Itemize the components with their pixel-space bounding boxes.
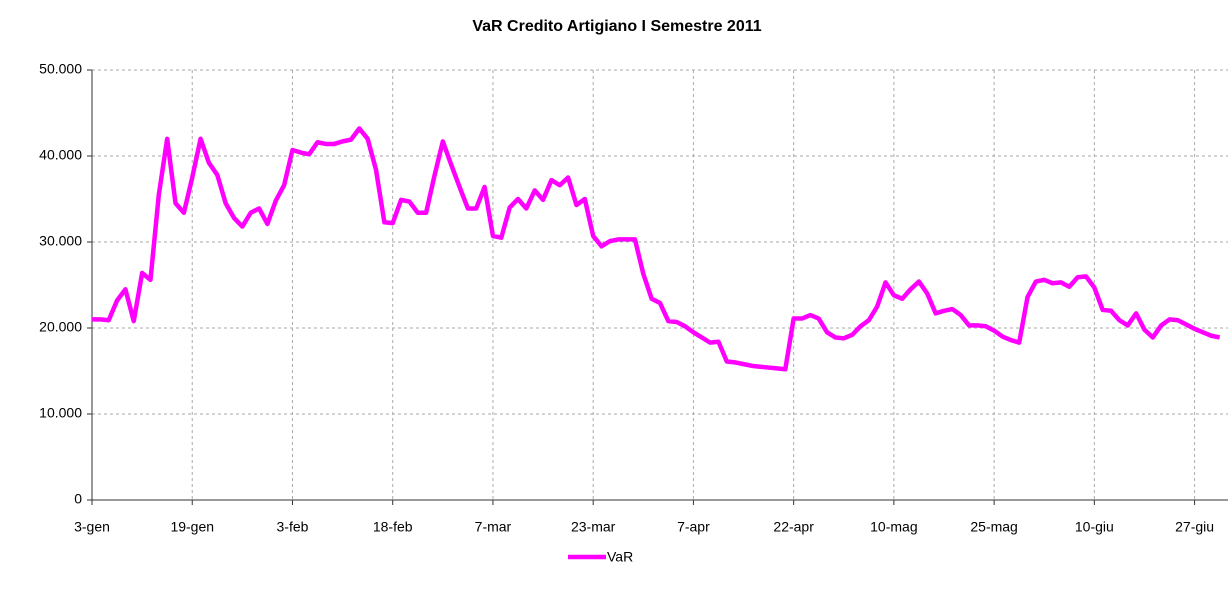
chart-title: VaR Credito Artigiano I Semestre 2011: [472, 18, 761, 35]
x-tick-label: 23-mar: [571, 519, 616, 535]
x-tick-label: 10-mag: [870, 519, 917, 535]
y-tick-label: 0: [74, 491, 82, 507]
data-line: [92, 126, 1221, 372]
x-tick-label: 7-apr: [677, 519, 710, 535]
y-tick-label: 30.000: [39, 233, 82, 249]
x-tick-label: 25-mag: [970, 519, 1017, 535]
x-tick-label: 7-mar: [475, 519, 512, 535]
x-tick-label: 3-feb: [277, 519, 309, 535]
y-tick-label: 50.000: [39, 61, 82, 77]
x-tick-label: 3-gen: [74, 519, 110, 535]
x-tick-label: 18-feb: [373, 519, 413, 535]
x-tick-label: 27-giu: [1175, 519, 1214, 535]
x-tick-label: 19-gen: [170, 519, 214, 535]
y-tick-label: 40.000: [39, 147, 82, 163]
legend-label: VaR: [607, 549, 633, 565]
x-tick-label: 10-giu: [1075, 519, 1114, 535]
x-tick-label: 22-apr: [773, 519, 814, 535]
y-tick-label: 10.000: [39, 405, 82, 421]
y-tick-label: 20.000: [39, 319, 82, 335]
